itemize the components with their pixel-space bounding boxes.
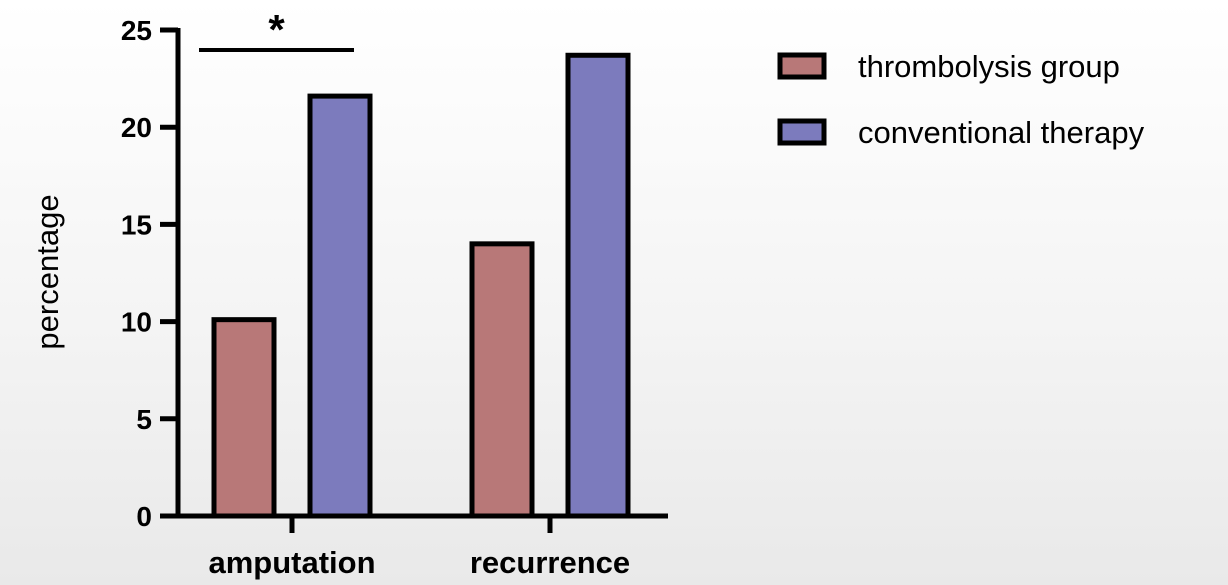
annotations: * [199,6,354,53]
y-tick-label: 15 [121,209,152,240]
y-tick-label: 25 [121,15,152,46]
x-tick-label: recurrence [470,545,630,580]
legend-label: conventional therapy [858,115,1145,150]
significance-asterisk: * [268,6,285,53]
legend: thrombolysis group conventional therapy [777,49,1145,150]
y-tick-label: 0 [136,501,152,532]
y-tick-label: 20 [121,112,152,143]
bar-conventional-amputation [307,93,373,519]
bar-thrombolysis-amputation [211,317,277,519]
bar-thrombolysis-recurrence [469,241,535,519]
legend-swatch-thrombolysis [777,52,827,80]
bar-conventional-recurrence [565,52,631,519]
legend-label: thrombolysis group [858,49,1120,84]
axes: 0 5 10 15 20 25 amputation recurrence [121,15,668,580]
legend-swatch-conventional [777,118,827,146]
y-tick-label: 10 [121,307,152,338]
y-tick-label: 5 [136,404,152,435]
x-tick-label: amputation [208,545,375,580]
y-axis-title: percentage [30,194,65,349]
bars [211,52,631,519]
